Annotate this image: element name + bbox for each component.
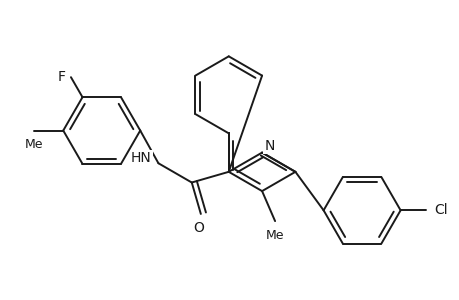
Text: N: N bbox=[264, 139, 274, 153]
Text: O: O bbox=[193, 221, 204, 235]
Text: Me: Me bbox=[25, 138, 44, 151]
Text: F: F bbox=[57, 70, 65, 84]
Text: Me: Me bbox=[265, 229, 284, 242]
Text: HN: HN bbox=[131, 152, 151, 165]
Text: Cl: Cl bbox=[433, 203, 447, 217]
